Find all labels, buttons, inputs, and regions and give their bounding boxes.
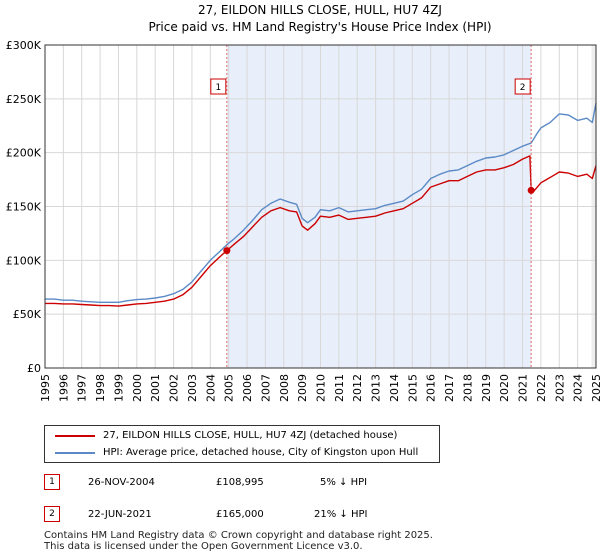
x-tick-label: 2008 <box>278 374 291 402</box>
x-tick-label: 2018 <box>461 374 474 402</box>
x-tick-label: 2005 <box>223 374 236 402</box>
hpi-line <box>45 102 597 303</box>
x-tick-label: 2015 <box>406 374 419 402</box>
sale-price: £165,000 <box>216 509 264 520</box>
x-tick-label: 2024 <box>572 374 585 402</box>
sale-date: 26-NOV-2004 <box>88 477 155 488</box>
x-tick-label: 2017 <box>443 374 456 402</box>
sale-hpi-diff: 5% ↓ HPI <box>320 477 368 488</box>
x-tick-label: 2012 <box>351 374 364 402</box>
footer-line-1: Contains HM Land Registry data © Crown c… <box>44 530 433 541</box>
x-tick-label: 2021 <box>517 374 530 402</box>
legend-label-property: 27, EILDON HILLS CLOSE, HULL, HU7 4ZJ (d… <box>103 430 398 441</box>
x-tick-label: 1996 <box>57 374 70 402</box>
sale-date: 22-JUN-2021 <box>88 509 152 520</box>
chart-title: 27, EILDON HILLS CLOSE, HULL, HU7 4ZJ <box>198 3 442 17</box>
x-tick-label: 2006 <box>241 374 254 402</box>
x-tick-label: 2007 <box>259 374 272 402</box>
y-tick-label: £50K <box>13 308 42 321</box>
sale-marker-box <box>210 78 227 95</box>
sale-point <box>527 186 535 194</box>
price-paid-line <box>45 155 597 307</box>
x-tick-label: 2020 <box>498 374 511 402</box>
sale-marker-label: 2 <box>520 83 526 93</box>
x-tick-label: 2002 <box>168 374 181 402</box>
legend-swatch-hpi <box>55 452 95 454</box>
x-tick-label: 1999 <box>112 374 125 402</box>
legend-item-property: 27, EILDON HILLS CLOSE, HULL, HU7 4ZJ (d… <box>55 428 397 444</box>
y-tick-label: £100K <box>6 254 42 267</box>
sale-marker-box <box>514 78 531 95</box>
legend-label-hpi: HPI: Average price, detached house, City… <box>103 447 419 458</box>
x-tick-label: 2023 <box>553 374 566 402</box>
x-tick-label: 2009 <box>296 374 309 402</box>
sale-badge: 1 <box>44 474 60 490</box>
x-tick-label: 2010 <box>315 374 328 402</box>
y-tick-label: £0 <box>27 362 41 375</box>
x-tick-label: 2014 <box>388 374 401 402</box>
price-chart: 1 2 £0 £50K £100K £150K £200K £250K £300K 1995 1… <box>6 39 600 402</box>
sale-point <box>223 247 231 255</box>
plot-frame <box>44 44 597 369</box>
sale-hpi-diff: 21% ↓ HPI <box>314 509 368 520</box>
x-tick-label: 2011 <box>333 374 346 402</box>
sale-marker-label: 1 <box>215 83 221 93</box>
x-tick-label: 2004 <box>204 374 217 402</box>
legend-swatch-property <box>55 435 95 437</box>
legend: 27, EILDON HILLS CLOSE, HULL, HU7 4ZJ (d… <box>44 425 440 463</box>
footer-line-2: This data is licensed under the Open Gov… <box>44 541 363 552</box>
sale-badge: 2 <box>44 506 60 522</box>
y-tick-label: £250K <box>6 93 42 106</box>
x-tick-label: 2022 <box>535 374 548 402</box>
chart-subtitle: Price paid vs. HM Land Registry's House … <box>148 20 492 34</box>
y-tick-label: £150K <box>6 201 42 214</box>
x-tick-label: 1997 <box>76 374 89 402</box>
x-tick-label: 2016 <box>425 374 438 402</box>
legend-item-hpi: HPI: Average price, detached house, City… <box>55 445 418 461</box>
x-tick-label: 1998 <box>94 374 107 402</box>
x-tick-label: 1995 <box>39 374 52 402</box>
footer: Contains HM Land Registry data © Crown c… <box>44 530 433 552</box>
chart-title-block: 27, EILDON HILLS CLOSE, HULL, HU7 4ZJ Pr… <box>0 2 600 36</box>
x-tick-label: 2001 <box>149 374 162 402</box>
x-tick-label: 2019 <box>480 374 493 402</box>
x-tick-label: 2025 <box>590 374 600 402</box>
x-tick-label: 2000 <box>131 374 144 402</box>
x-tick-label: 2003 <box>186 374 199 402</box>
y-tick-label: £200K <box>6 147 42 160</box>
y-tick-label: £300K <box>6 39 42 52</box>
x-tick-label: 2013 <box>370 374 383 402</box>
sale-price: £108,995 <box>216 477 264 488</box>
